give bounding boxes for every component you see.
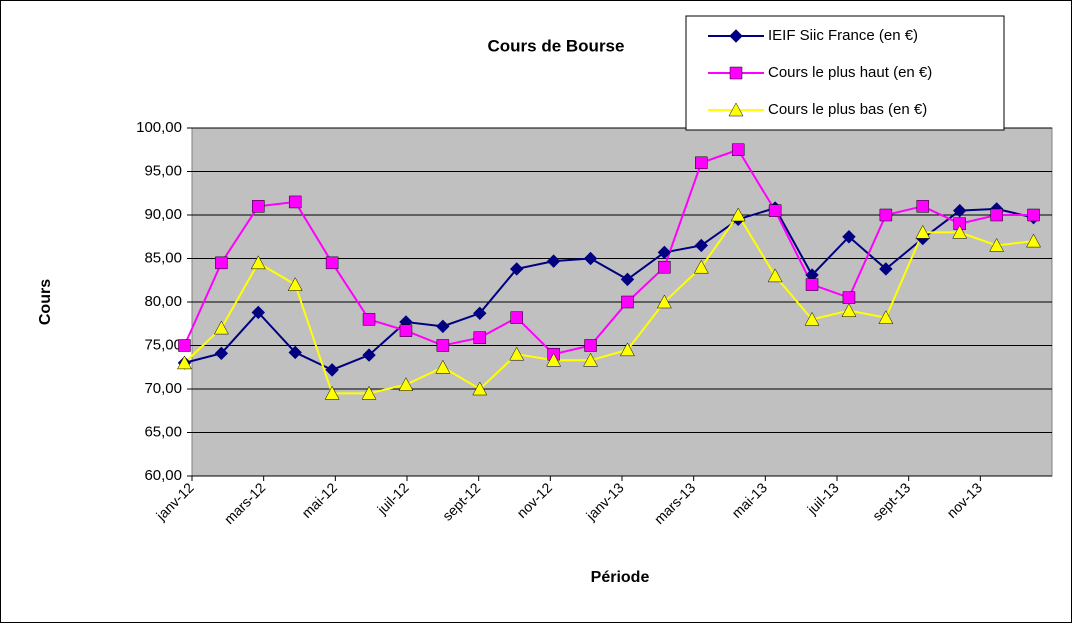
marker [731,143,745,156]
marker [399,324,413,337]
marker [324,385,340,400]
marker [362,313,376,326]
marker [693,259,709,274]
marker [584,339,597,352]
marker [546,352,562,367]
marker [252,200,265,213]
series-line [184,206,1034,371]
y-tick-label: 70,00 [144,380,182,397]
marker [767,268,783,283]
marker [510,262,524,276]
marker [509,346,525,361]
marker [658,260,671,274]
marker [473,331,487,344]
marker [953,217,966,230]
legend-marker [729,29,743,43]
marker [952,224,968,239]
marker [583,251,598,266]
marker [989,237,1005,252]
y-tick-label: 90,00 [144,206,182,223]
legend-marker [728,102,744,117]
marker [657,245,672,260]
marker [361,385,377,400]
series-line [183,213,1034,395]
marker [620,342,635,357]
marker [288,195,302,209]
marker [1027,208,1040,222]
legend-label: Cours le plus haut (en €) [768,64,932,81]
y-tick-label: 80,00 [144,293,182,310]
marker [436,319,450,334]
marker [694,238,708,253]
marker [879,208,893,222]
y-axis-label: Cours [37,279,54,325]
marker [656,294,672,309]
y-tick-label: 75,00 [144,336,182,353]
marker [621,295,634,309]
marker [250,255,266,270]
marker [916,200,930,213]
marker [915,224,931,239]
marker [473,306,487,321]
marker [1026,233,1041,248]
y-tick-label: 60,00 [144,467,182,484]
x-axis-label: Période [591,569,650,586]
y-tick-label: 100,00 [136,119,182,136]
legend-label: IEIF Siic France (en €) [768,27,918,44]
marker [730,207,746,222]
marker [841,303,857,317]
marker [546,254,561,268]
marker [510,311,523,324]
marker [213,320,229,335]
marker [804,311,820,326]
marker [842,230,856,244]
y-tick-label: 95,00 [144,162,182,179]
marker [768,204,782,217]
marker [287,277,303,291]
legend-label: Cours le plus bas (en €) [768,101,927,118]
legend-marker [729,66,743,80]
marker [435,359,451,374]
marker [398,377,414,391]
marker [214,346,229,361]
marker [251,305,265,320]
marker [325,256,339,270]
marker [472,381,488,396]
marker [215,256,228,270]
marker [842,291,856,304]
marker [583,352,598,367]
marker [620,272,635,287]
marker [288,345,302,360]
chart-title: Cours de Bourse [488,36,625,55]
marker [177,355,192,370]
marker [362,348,376,362]
marker [990,208,1003,222]
marker [879,262,893,276]
marker [805,278,819,291]
y-tick-label: 85,00 [144,249,182,266]
marker [325,363,339,377]
y-tick-label: 65,00 [144,423,182,440]
marker [178,339,191,352]
marker [878,310,894,324]
marker [436,339,450,352]
marker [695,156,708,170]
marker [953,203,967,218]
